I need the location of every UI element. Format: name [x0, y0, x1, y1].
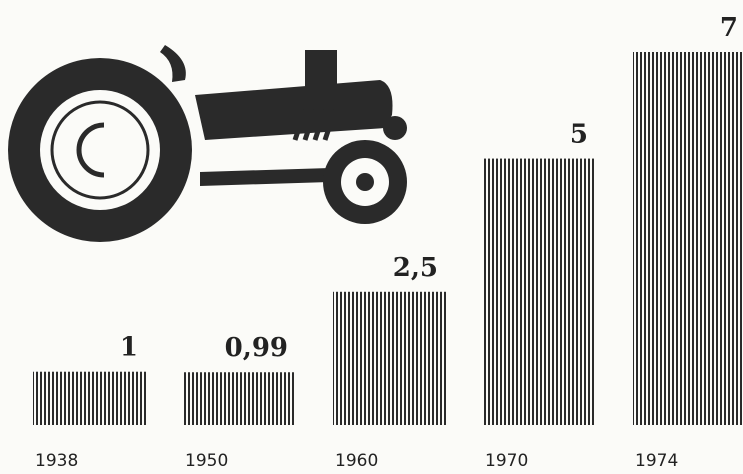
value-label: 5 [570, 120, 588, 150]
value-label: 1 [120, 333, 138, 363]
value-label: 0,99 [225, 333, 288, 363]
x-tick-label: 1950 [185, 451, 228, 471]
x-tick-label: 1970 [485, 451, 528, 471]
x-tick-label: 1974 [635, 451, 678, 471]
bar [183, 372, 296, 425]
bar [333, 291, 446, 425]
bar [483, 158, 596, 426]
bar [33, 371, 146, 425]
value-label: 7 [720, 13, 738, 43]
x-tick-label: 1938 [35, 451, 78, 471]
tractor-illustration [8, 45, 407, 242]
bar [633, 52, 743, 425]
x-tick-label: 1960 [335, 451, 378, 471]
value-label: 2,5 [393, 253, 438, 283]
